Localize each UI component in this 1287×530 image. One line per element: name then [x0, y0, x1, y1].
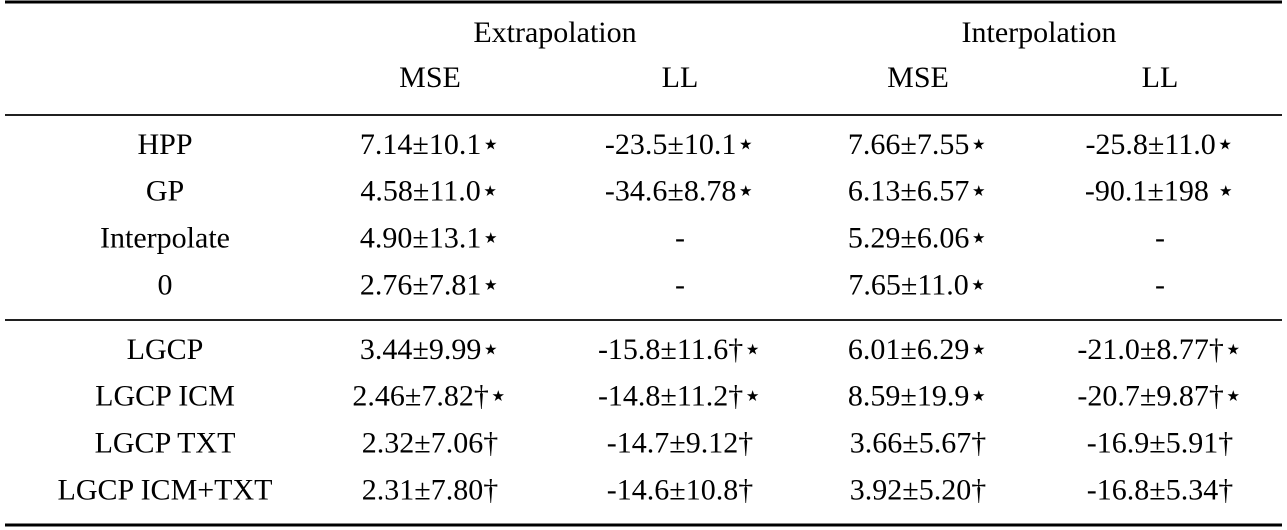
- group-header: Extrapolation: [473, 16, 636, 49]
- row-label: LGCP TXT: [95, 426, 236, 459]
- cell: 2.76±7.81⋆: [360, 268, 500, 301]
- cell: 3.66±5.67†: [850, 426, 986, 459]
- column-header: MSE: [399, 61, 461, 94]
- cell: 2.46±7.82†⋆: [352, 380, 507, 413]
- cell: -25.8±11.0⋆: [1085, 128, 1234, 161]
- cell: -16.9±5.91†: [1087, 426, 1233, 459]
- column-header: LL: [1142, 61, 1179, 94]
- cell: -: [675, 221, 685, 254]
- cell: -21.0±8.77†⋆: [1077, 333, 1242, 366]
- row-label: LGCP ICM: [95, 380, 235, 413]
- cell: 6.01±6.29⋆: [848, 333, 988, 366]
- column-header: MSE: [887, 61, 949, 94]
- cell: -14.7±9.12†: [607, 426, 753, 459]
- row-label: GP: [146, 175, 184, 208]
- cell: 5.29±6.06⋆: [848, 221, 988, 254]
- cell: 8.59±19.9⋆: [848, 380, 988, 413]
- cell: -20.7±9.87†⋆: [1077, 380, 1242, 413]
- cell: -: [1155, 268, 1165, 301]
- cell: -23.5±10.1⋆: [605, 128, 755, 161]
- column-header: LL: [662, 61, 699, 94]
- cell: 7.65±11.0⋆: [848, 268, 987, 301]
- cell: -14.8±11.2†⋆: [598, 380, 762, 413]
- row-label: LGCP ICM+TXT: [58, 473, 273, 506]
- cell: -16.8±5.34†: [1087, 473, 1233, 506]
- row-label: HPP: [137, 128, 192, 161]
- cell: -90.1±198 ⋆: [1085, 175, 1235, 208]
- cell: -: [1155, 221, 1165, 254]
- cell: 4.90±13.1⋆: [360, 221, 500, 254]
- row-label: Interpolate: [100, 221, 230, 254]
- group-header: Interpolation: [962, 16, 1117, 49]
- cell: -14.6±10.8†: [607, 473, 753, 506]
- row-label: 0: [158, 268, 173, 301]
- cell: 2.32±7.06†: [362, 426, 498, 459]
- cell: 2.31±7.80†: [362, 473, 498, 506]
- cell: -34.6±8.78⋆: [605, 175, 755, 208]
- cell: -15.8±11.6†⋆: [598, 333, 762, 366]
- cell: -: [675, 268, 685, 301]
- row-label: LGCP: [127, 333, 204, 366]
- cell: 3.44±9.99⋆: [360, 333, 500, 366]
- cell: 3.92±5.20†: [850, 473, 986, 506]
- cell: 6.13±6.57⋆: [848, 175, 988, 208]
- cell: 7.66±7.55⋆: [848, 128, 988, 161]
- cell: 7.14±10.1⋆: [360, 128, 500, 161]
- cell: 4.58±11.0⋆: [360, 175, 499, 208]
